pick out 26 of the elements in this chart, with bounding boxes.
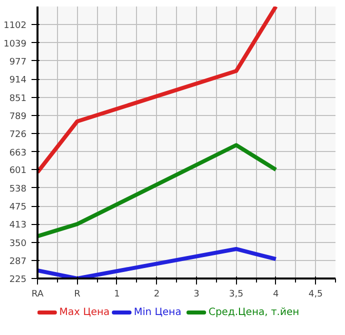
legend-label: Max Цена	[59, 307, 110, 318]
y-tick-label: 538	[9, 184, 27, 194]
y-tick-label: 726	[9, 130, 27, 140]
x-tick-label: 4,5	[308, 290, 323, 300]
y-tick-label: 601	[9, 166, 27, 176]
y-tick-label: 789	[9, 112, 27, 122]
x-tick-label: RA	[31, 290, 44, 300]
y-tick-label: 413	[9, 220, 27, 231]
y-tick-label: 1039	[4, 39, 27, 50]
x-tick-label: 3,5	[229, 290, 244, 300]
y-tick-label: 914	[9, 76, 27, 86]
y-tick-label: 350	[9, 238, 27, 249]
legend-label: Min Цена	[134, 307, 182, 318]
y-tick-label: 475	[9, 202, 27, 213]
legend-label: Сред.Цена, т.йен	[208, 307, 300, 318]
x-tick-label: 4	[273, 290, 280, 300]
x-tick-label: 3	[194, 290, 200, 300]
y-tick-label: 287	[9, 257, 27, 268]
y-tick-label: 851	[9, 94, 27, 104]
y-tick-label: 977	[9, 57, 27, 68]
y-tick-label: 225	[9, 275, 27, 285]
x-tick-label: 1	[114, 290, 120, 300]
y-tick-label: 663	[9, 148, 27, 158]
y-tick-label: 1102	[4, 21, 26, 32]
x-tick-label: R	[74, 290, 80, 300]
x-tick-label: 2	[154, 290, 160, 300]
